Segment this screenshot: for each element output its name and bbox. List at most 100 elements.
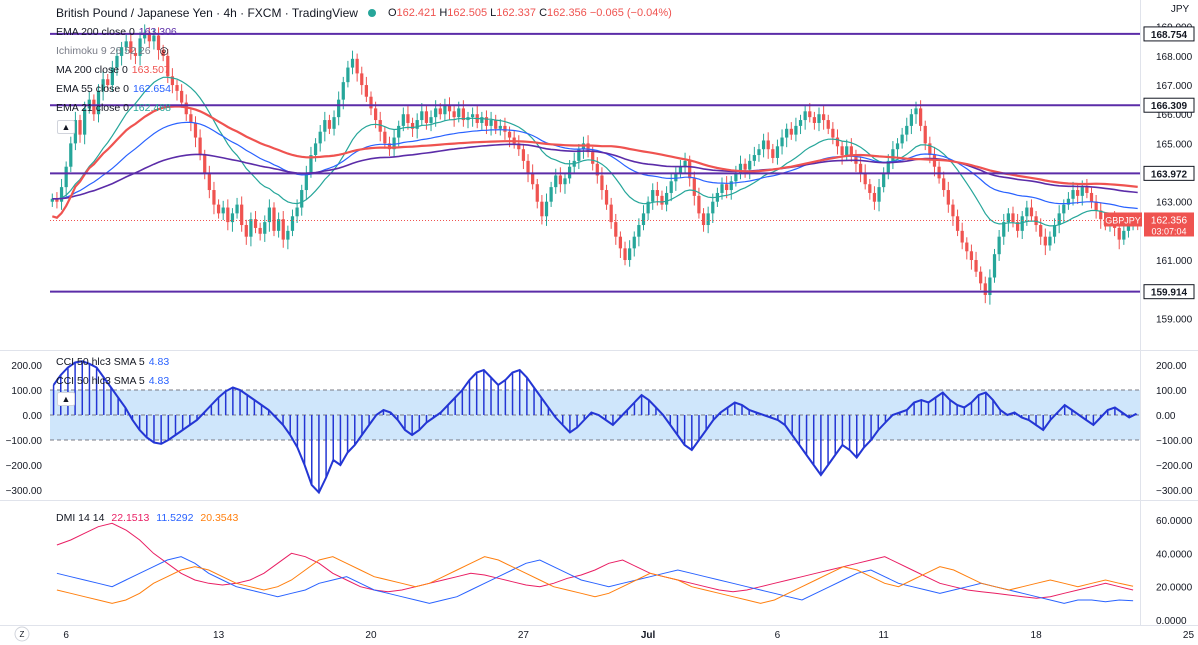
legend-dmi[interactable]: DMI 14 14 22.1513 11.5292 20.3543 [56, 512, 239, 524]
price-level-label: 159.914 [1151, 288, 1188, 299]
candle-body [942, 178, 946, 191]
candle-body [96, 90, 101, 115]
candle-body [78, 120, 82, 135]
candle-body [1076, 190, 1080, 196]
candle-body [780, 137, 784, 147]
candle-body [845, 146, 849, 156]
candle-body [1126, 222, 1131, 231]
candle-body [406, 114, 410, 123]
candle-body [494, 120, 498, 129]
cci-left-tick: 100.00 [11, 386, 42, 397]
candle-body [313, 143, 318, 156]
candle-body [83, 108, 87, 135]
candle-body [604, 190, 609, 205]
time-tick-label: 18 [1031, 630, 1043, 641]
candle-body [119, 47, 124, 56]
market-status-dot-icon [367, 9, 376, 17]
candle-body [577, 149, 581, 161]
candle-body [877, 187, 881, 202]
cci-axis-tick: −200.00 [1156, 461, 1193, 472]
candle-body [586, 143, 590, 153]
price-level-tag [1143, 97, 1195, 113]
candle-body [683, 160, 687, 167]
candle-body [692, 178, 696, 196]
candle-body [563, 178, 567, 185]
candle-body [646, 201, 650, 214]
candle-body [207, 172, 211, 191]
candle-body [50, 198, 54, 202]
candle-body [410, 122, 415, 129]
candle-body [1089, 192, 1094, 202]
candle-body [655, 190, 659, 196]
dmi-series-line [56, 556, 1134, 604]
candle-body [812, 117, 817, 123]
legend-ichimoku[interactable]: Ichimoku 9 26 52 26 ◎ [56, 45, 169, 57]
candle-body [600, 175, 604, 191]
candle-body [720, 184, 724, 193]
candle-body [1062, 204, 1066, 214]
candle-body [64, 166, 68, 188]
collapse-cci-legend-button[interactable]: ▲ [57, 392, 75, 406]
candle-body [484, 117, 489, 126]
candle-body [697, 195, 701, 214]
candle-body [461, 108, 465, 121]
candle-body [895, 143, 900, 150]
candle-body [1080, 187, 1084, 196]
candle-body [641, 213, 646, 226]
candle-body [212, 190, 216, 205]
cci-axis-tick: 0.00 [1156, 411, 1176, 422]
dmi-axis-tick: 60.0000 [1156, 516, 1193, 527]
candle-body [628, 248, 632, 261]
candle-body [1099, 210, 1103, 220]
candle-body [688, 160, 692, 179]
legend-cci-1[interactable]: CCI 50 hlc3 SMA 5 4.83 [56, 356, 170, 368]
candle-body [1002, 222, 1006, 237]
dmi-axis-tick: 40.0000 [1156, 549, 1193, 560]
candle-body [882, 172, 886, 188]
dmi-series-line [56, 556, 1134, 604]
candle-body [369, 96, 373, 109]
candle-body [1085, 187, 1089, 193]
candle-body [766, 140, 770, 150]
candle-body [87, 99, 91, 109]
collapse-legend-button[interactable]: ▲ [57, 120, 75, 134]
candle-body [378, 120, 382, 132]
candle-body [309, 155, 313, 173]
candle-body [826, 120, 830, 129]
candle-body [350, 58, 355, 68]
legend-cci-2[interactable]: CCI 50 hlc3 SMA 5 4.83 [56, 375, 170, 387]
candle-body [1029, 207, 1034, 217]
legend-ema55[interactable]: EMA 55 close 0 162.654 [56, 83, 171, 95]
price-level-tag [1143, 26, 1195, 42]
cci-left-tick: 0.00 [23, 411, 43, 422]
legend-ma200[interactable]: MA 200 close 0 163.507 [56, 64, 170, 76]
symbol-badge-label: GBPJPY [1105, 215, 1141, 225]
price-tick-label: 165.000 [1156, 139, 1193, 150]
candle-body [235, 204, 239, 214]
candle-body [429, 117, 433, 123]
candle-body [1117, 227, 1121, 240]
candle-body [761, 140, 766, 150]
candle-body [886, 160, 890, 173]
candle-body [295, 207, 299, 217]
candle-body [914, 108, 918, 115]
candle-body [831, 128, 835, 138]
candle-body [868, 184, 872, 193]
candle-body [1015, 222, 1020, 231]
candle-body [272, 207, 276, 231]
candle-body [789, 128, 793, 135]
candle-body [595, 163, 599, 176]
candle-body [854, 155, 858, 164]
candle-body [785, 128, 789, 138]
candle-body [909, 114, 913, 126]
legend-ema21[interactable]: EMA 21 close 0 162.468 [56, 102, 171, 114]
candle-body [203, 155, 207, 173]
candle-body [110, 67, 114, 86]
candle-body [253, 219, 258, 228]
candle-body [701, 213, 706, 226]
hidden-eye-icon[interactable]: ◎ [159, 45, 169, 57]
legend-ema200[interactable]: EMA 200 close 0 163.306 [56, 26, 177, 38]
candle-body [355, 58, 359, 74]
